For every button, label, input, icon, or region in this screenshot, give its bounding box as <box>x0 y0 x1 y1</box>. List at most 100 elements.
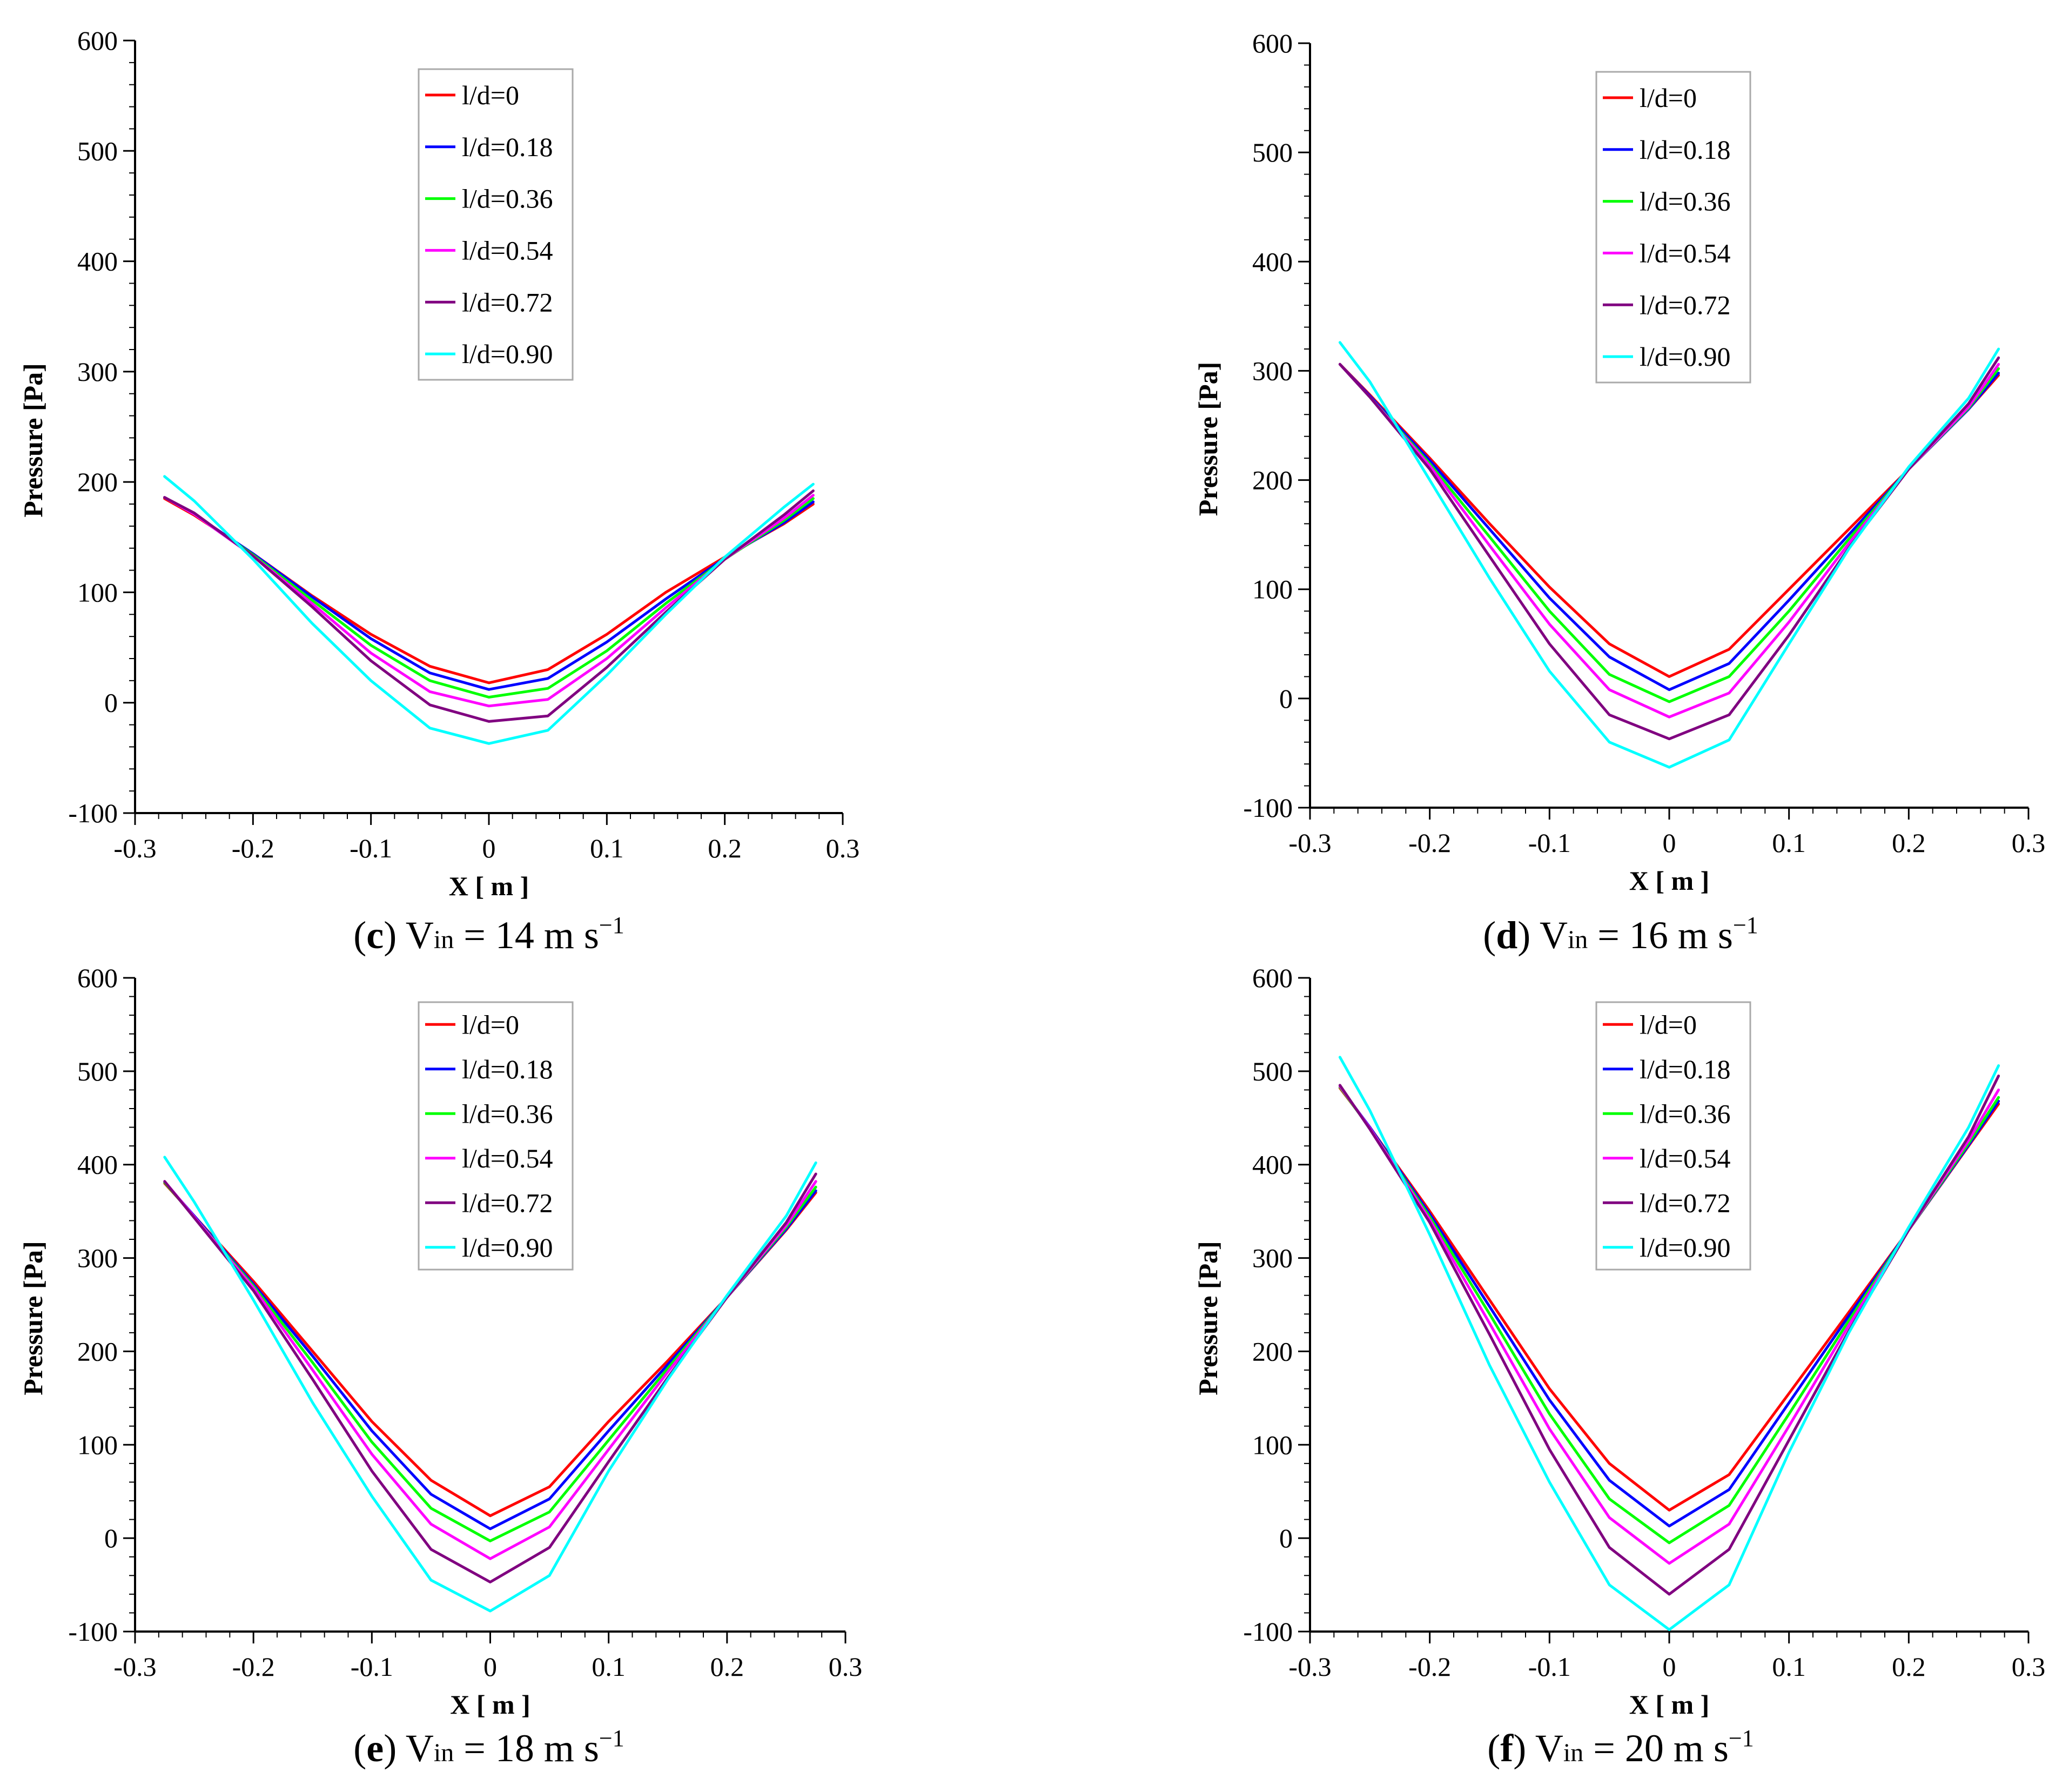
series-line-ld-0-18 <box>163 496 815 691</box>
y-tick-label: 0 <box>104 688 118 718</box>
caption-space <box>1526 1727 1535 1770</box>
x-tick-label: -0.2 <box>232 833 274 863</box>
x-tick-label: -0.2 <box>1408 828 1451 858</box>
x-tick-label: 0.3 <box>2012 828 2046 858</box>
x-tick-label: 0 <box>1663 1652 1676 1682</box>
caption-v: V <box>1535 1727 1563 1770</box>
caption-close: ) <box>384 1727 397 1770</box>
legend-label: l/d=0 <box>462 80 519 110</box>
legend-label: l/d=0.18 <box>1640 1054 1730 1084</box>
legend-label: l/d=0 <box>1640 83 1697 113</box>
caption-v: V <box>406 1727 434 1770</box>
x-tick-label: -0.1 <box>1528 1652 1571 1682</box>
series-line-ld-0-36 <box>1338 363 2000 703</box>
y-tick-label: 600 <box>1252 963 1293 993</box>
y-tick-label: 0 <box>104 1523 118 1553</box>
x-tick-label: -0.3 <box>113 1652 156 1682</box>
caption-sub: in <box>434 1739 454 1767</box>
caption-sup: −1 <box>1733 912 1758 938</box>
y-tick-label: 300 <box>77 357 118 387</box>
legend: l/d=0 l/d=0.18 l/d=0.36 l/d=0.54 l/d=0.72 l/d… <box>1595 1001 1751 1271</box>
y-tick-label: -100 <box>1243 793 1293 823</box>
y-axis-title: Pressure [Pa] <box>18 1241 48 1395</box>
x-tick-label: -0.2 <box>232 1652 275 1682</box>
x-tick-label: 0 <box>1663 828 1676 858</box>
y-tick-label: -100 <box>68 1616 118 1647</box>
legend-label: l/d=0.90 <box>1640 341 1730 372</box>
legend-label: l/d=0.54 <box>462 235 553 265</box>
y-tick-label: 400 <box>77 246 118 277</box>
y-tick-label: 200 <box>1252 1336 1293 1366</box>
x-tick-label: 0.3 <box>829 1652 863 1682</box>
caption-sub: in <box>1563 1739 1583 1767</box>
x-tick-label: 0.1 <box>1772 828 1806 858</box>
y-tick-label: 300 <box>1252 1243 1293 1273</box>
caption-sub: in <box>434 925 454 954</box>
series-line-ld-0 <box>1338 363 2000 678</box>
caption-sup: −1 <box>599 912 624 938</box>
series-line-ld-0-18 <box>1338 363 2000 692</box>
legend-label: l/d=0.72 <box>1640 290 1730 320</box>
y-tick-label: 200 <box>77 1336 118 1366</box>
x-tick-label: -0.2 <box>1408 1652 1451 1682</box>
caption-letter: d <box>1496 914 1517 957</box>
y-tick-label: 0 <box>1279 1523 1293 1553</box>
series-line-ld-0-90 <box>1338 341 2000 769</box>
x-tick-label: 0.1 <box>1772 1652 1806 1682</box>
series-line-ld-0-90 <box>1338 1056 2000 1631</box>
caption-close: ) <box>1517 914 1530 957</box>
legend-label: l/d=0.90 <box>462 1232 553 1263</box>
x-tick-label: 0.2 <box>708 833 742 863</box>
caption-close: ) <box>1513 1727 1526 1770</box>
x-tick-label: 0.2 <box>1892 828 1926 858</box>
legend-label: l/d=0.36 <box>1640 1098 1730 1129</box>
caption-space <box>397 1727 406 1770</box>
legend-label: l/d=0.36 <box>462 1098 553 1129</box>
legend-label: l/d=0.18 <box>462 132 553 162</box>
y-tick-label: 100 <box>77 1429 118 1460</box>
y-tick-label: 300 <box>77 1243 118 1273</box>
y-tick-label: 600 <box>77 963 118 993</box>
legend-label: l/d=0.54 <box>462 1143 553 1173</box>
series-line-ld-0-90 <box>163 475 815 745</box>
x-axis-title: X [ m ] <box>1629 1689 1710 1720</box>
series-line-ld-0-72 <box>1338 356 2000 741</box>
y-tick-label: 400 <box>1252 1150 1293 1180</box>
x-tick-label: 0.2 <box>1892 1652 1926 1682</box>
y-tick-label: 600 <box>77 25 118 56</box>
caption-rest: = 14 m s <box>454 914 599 957</box>
legend-label: l/d=0.18 <box>462 1054 553 1084</box>
legend-label: l/d=0.90 <box>1640 1232 1730 1263</box>
y-tick-label: -100 <box>1243 1616 1293 1647</box>
caption-open: ( <box>1483 914 1496 957</box>
legend-label: l/d=0.54 <box>1640 1143 1730 1173</box>
y-tick-label: 500 <box>1252 1056 1293 1086</box>
legend-label: l/d=0.90 <box>462 339 553 369</box>
legend: l/d=0 l/d=0.18 l/d=0.36 l/d=0.54 l/d=0.72 l/d… <box>1595 71 1751 384</box>
y-axis-title: Pressure [Pa] <box>18 363 48 518</box>
x-axis-title: X [ m ] <box>450 1689 530 1720</box>
legend-label: l/d=0.36 <box>462 184 553 214</box>
legend: l/d=0 l/d=0.18 l/d=0.36 l/d=0.54 l/d=0.72 l/d… <box>418 68 574 381</box>
y-axis-title: Pressure [Pa] <box>1193 1241 1223 1395</box>
series-line-ld-0-36 <box>163 496 815 699</box>
y-tick-label: 100 <box>77 577 118 607</box>
x-axis-title: X [ m ] <box>449 871 529 901</box>
caption-open: ( <box>353 914 366 957</box>
caption-sub: in <box>1568 925 1588 954</box>
caption-v: V <box>1540 914 1568 957</box>
caption-rest: = 20 m s <box>1583 1727 1729 1770</box>
y-tick-label: 100 <box>1252 1429 1293 1460</box>
caption-space <box>397 914 406 957</box>
panel-caption: (c) Vin = 14 m s−1 <box>353 912 624 957</box>
legend-box <box>418 68 574 381</box>
y-tick-label: 0 <box>1279 683 1293 714</box>
caption-rest: = 16 m s <box>1588 914 1733 957</box>
caption-rest: = 18 m s <box>454 1727 599 1770</box>
panel-caption: (f) Vin = 20 m s−1 <box>1487 1725 1754 1770</box>
x-tick-label: 0.3 <box>2012 1652 2046 1682</box>
y-tick-label: 400 <box>77 1150 118 1180</box>
y-tick-label: 400 <box>1252 246 1293 277</box>
y-tick-label: 300 <box>1252 355 1293 386</box>
series-line-ld-0-72 <box>163 489 815 723</box>
